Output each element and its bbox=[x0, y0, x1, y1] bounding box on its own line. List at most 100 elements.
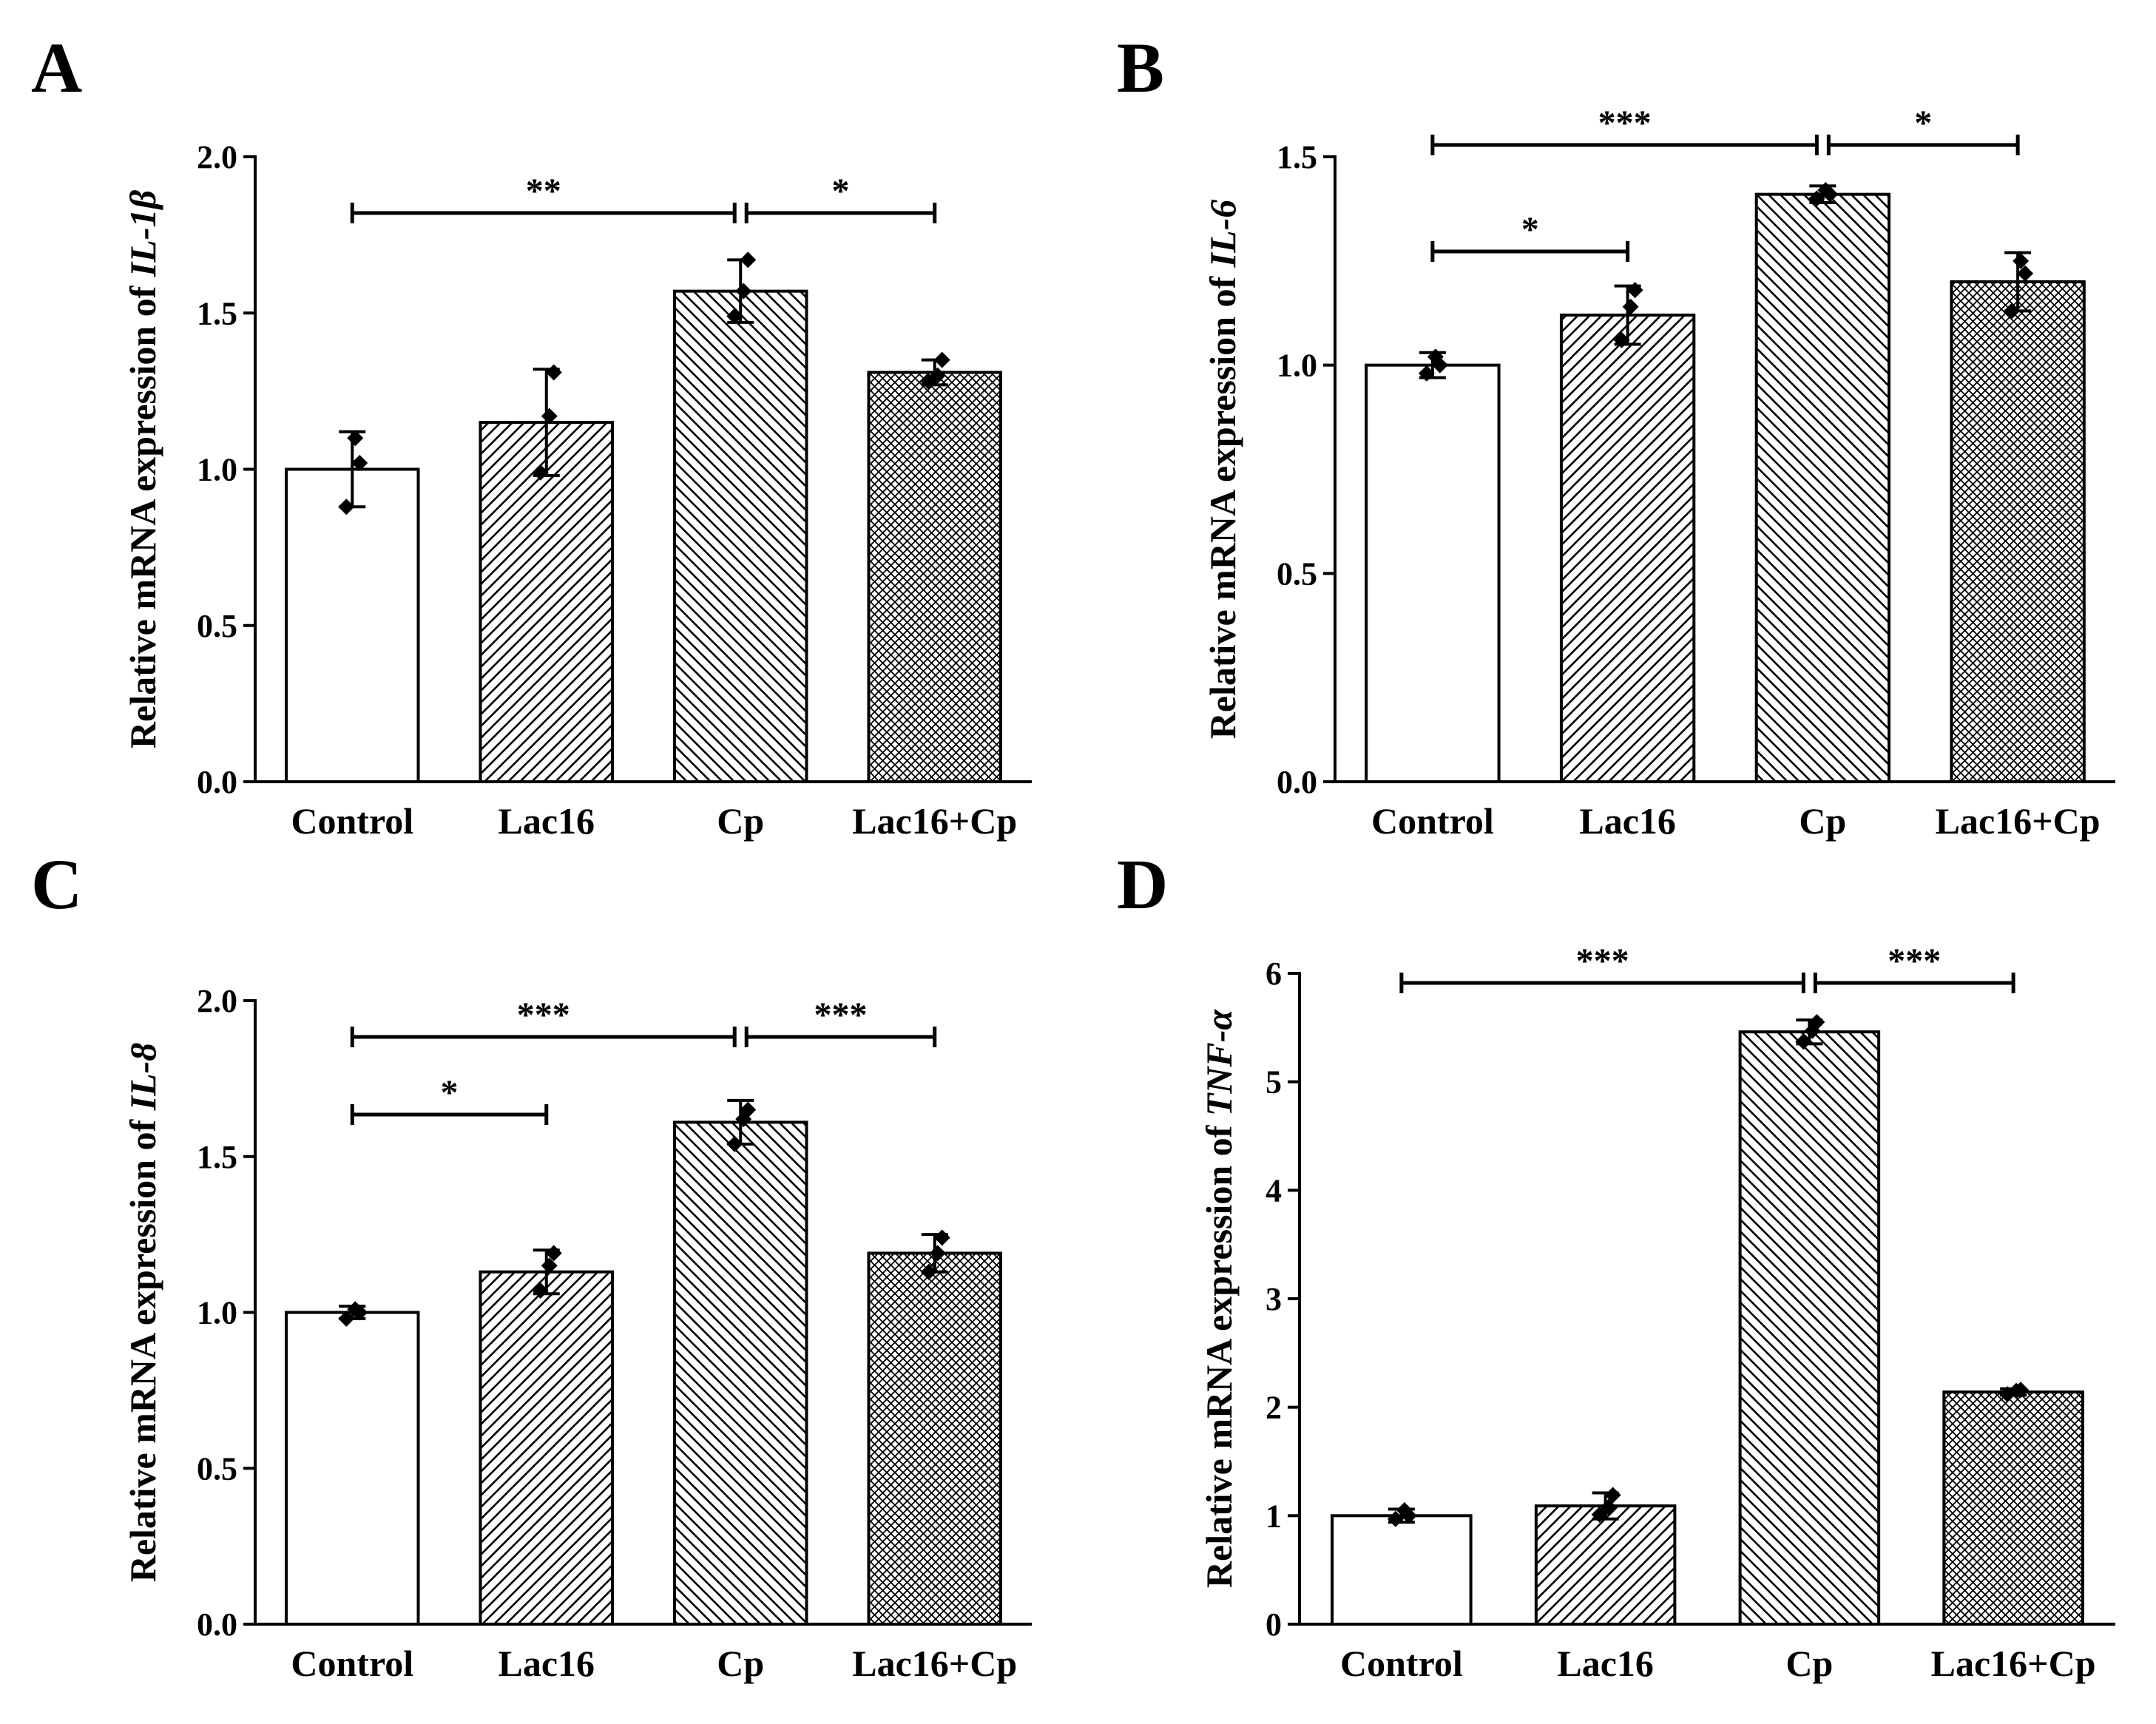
y-tick-label: 5 bbox=[1265, 1064, 1282, 1101]
data-point bbox=[545, 364, 562, 381]
y-axis-label-gene: TNF-α bbox=[1198, 1009, 1240, 1117]
y-tick-label: 0.5 bbox=[197, 608, 237, 644]
bar-lac16 bbox=[479, 421, 614, 783]
y-tick-label: 4 bbox=[1265, 1172, 1282, 1209]
x-category-label: Lac16 bbox=[498, 800, 595, 842]
panel-letter: D bbox=[1117, 845, 1168, 924]
significance-label: *** bbox=[814, 995, 868, 1035]
y-tick-label: 1.5 bbox=[1277, 139, 1317, 175]
data-point bbox=[726, 1135, 743, 1152]
data-point bbox=[2013, 1382, 2030, 1399]
y-axis-label: Relative mRNA expression of IL-1β bbox=[122, 190, 163, 749]
data-point bbox=[1400, 1507, 1417, 1524]
x-category-label: Cp bbox=[1799, 800, 1846, 842]
bar-control bbox=[285, 1311, 420, 1626]
y-tick-label: 1.5 bbox=[197, 1139, 237, 1175]
bar-lac16 bbox=[1559, 314, 1696, 784]
x-category-label: Lac16 bbox=[1579, 800, 1676, 842]
y-axis-label-gene: IL-1β bbox=[122, 190, 163, 278]
data-point bbox=[929, 1245, 946, 1262]
significance-label: * bbox=[1914, 104, 1932, 143]
y-tick-label: 2.0 bbox=[197, 139, 237, 175]
data-point bbox=[1795, 1033, 1812, 1050]
significance-label: *** bbox=[1598, 104, 1652, 143]
y-tick-label: 0.0 bbox=[1277, 764, 1317, 800]
data-point bbox=[1808, 190, 1825, 207]
y-axis-label-prefix: Relative mRNA expression of bbox=[122, 1110, 163, 1582]
data-point bbox=[1591, 1506, 1608, 1523]
data-point bbox=[1387, 1510, 1404, 1527]
data-point bbox=[541, 1257, 558, 1274]
data-point bbox=[1604, 1487, 1621, 1504]
data-point bbox=[351, 455, 368, 472]
data-point bbox=[1418, 365, 1435, 382]
panel-b: B 0.0 0.5 1.0 1.5 Relative mRNA expression of… bbox=[1117, 28, 2115, 842]
bar-lac16-plus-cp bbox=[1950, 280, 2086, 783]
panel-letter: B bbox=[1117, 28, 1164, 107]
x-category-label: Lac16+Cp bbox=[852, 1643, 1017, 1684]
y-axis-label-prefix: Relative mRNA expression of bbox=[1202, 267, 1243, 739]
bar-lac16-plus-cp bbox=[1942, 1390, 2084, 1626]
x-category-label: Control bbox=[291, 800, 413, 842]
y-tick-label: 3 bbox=[1265, 1281, 1282, 1317]
data-point bbox=[541, 408, 558, 425]
data-point bbox=[735, 283, 752, 300]
y-tick-label: 1.0 bbox=[197, 452, 237, 488]
y-tick-label: 0.5 bbox=[1277, 555, 1317, 592]
bar-cp bbox=[1738, 1030, 1881, 1626]
data-point bbox=[347, 430, 364, 447]
x-category-label: Lac16 bbox=[1557, 1643, 1654, 1684]
data-point bbox=[1822, 186, 1839, 203]
y-axis-label: Relative mRNA expression of IL-8 bbox=[122, 1043, 163, 1583]
bar-lac16-plus-cp bbox=[867, 1251, 1002, 1626]
data-point bbox=[1626, 282, 1643, 299]
significance-label: *** bbox=[517, 995, 570, 1035]
y-tick-label: 6 bbox=[1265, 956, 1282, 992]
y-tick-label: 1 bbox=[1265, 1498, 1282, 1534]
y-tick-label: 0.0 bbox=[197, 764, 237, 800]
bar-lac16 bbox=[1534, 1504, 1677, 1626]
data-point bbox=[1431, 356, 1448, 373]
data-point bbox=[338, 498, 355, 515]
y-tick-label: 0 bbox=[1265, 1606, 1282, 1643]
x-category-label: Control bbox=[1340, 1643, 1463, 1684]
data-point bbox=[740, 251, 757, 268]
significance-label: *** bbox=[1576, 942, 1629, 981]
y-axis-label: Relative mRNA expression of IL-6 bbox=[1202, 200, 1243, 740]
x-category-label: Control bbox=[291, 1643, 413, 1684]
x-category-label: Lac16 bbox=[498, 1643, 595, 1684]
data-point bbox=[532, 464, 549, 481]
panel-a: A 0.0 0.5 1.0 1.5 2.0 Relative mRNA expression… bbox=[31, 28, 1032, 842]
panel-letter: C bbox=[31, 845, 82, 924]
y-tick-label: 1.0 bbox=[1277, 348, 1317, 384]
data-point bbox=[351, 1304, 368, 1321]
y-axis-label-gene: IL-8 bbox=[122, 1043, 163, 1112]
y-tick-label: 0.5 bbox=[197, 1450, 237, 1487]
y-axis-label: Relative mRNA expression of TNF-α bbox=[1198, 1009, 1240, 1589]
x-category-label: Lac16+Cp bbox=[1936, 800, 2101, 842]
y-tick-label: 2 bbox=[1265, 1390, 1282, 1426]
data-point bbox=[338, 1310, 355, 1327]
x-category-label: Lac16+Cp bbox=[1931, 1643, 2096, 1684]
significance-label: ** bbox=[526, 172, 561, 211]
y-axis-label-prefix: Relative mRNA expression of bbox=[122, 277, 163, 748]
bar-control bbox=[1331, 1514, 1473, 1626]
significance-label: * bbox=[441, 1073, 459, 1112]
data-point bbox=[545, 1245, 562, 1262]
data-point bbox=[1613, 331, 1630, 348]
y-axis-label-prefix: Relative mRNA expression of bbox=[1198, 1116, 1240, 1588]
data-point bbox=[929, 367, 946, 384]
bar-cp bbox=[673, 289, 808, 783]
data-point bbox=[1600, 1498, 1617, 1515]
data-point bbox=[933, 351, 950, 368]
y-axis-label-gene: IL-6 bbox=[1202, 200, 1243, 268]
data-point bbox=[933, 1229, 950, 1246]
significance-label: *** bbox=[1888, 942, 1941, 981]
data-point bbox=[1622, 298, 1639, 315]
bar-cp bbox=[1754, 192, 1891, 783]
y-tick-label: 0.0 bbox=[197, 1606, 237, 1643]
bar-control bbox=[1365, 363, 1501, 783]
bar-cp bbox=[673, 1120, 808, 1626]
panel-c: C 0.0 0.5 1.0 1.5 2.0 Relative mRNA expression… bbox=[31, 845, 1032, 1684]
